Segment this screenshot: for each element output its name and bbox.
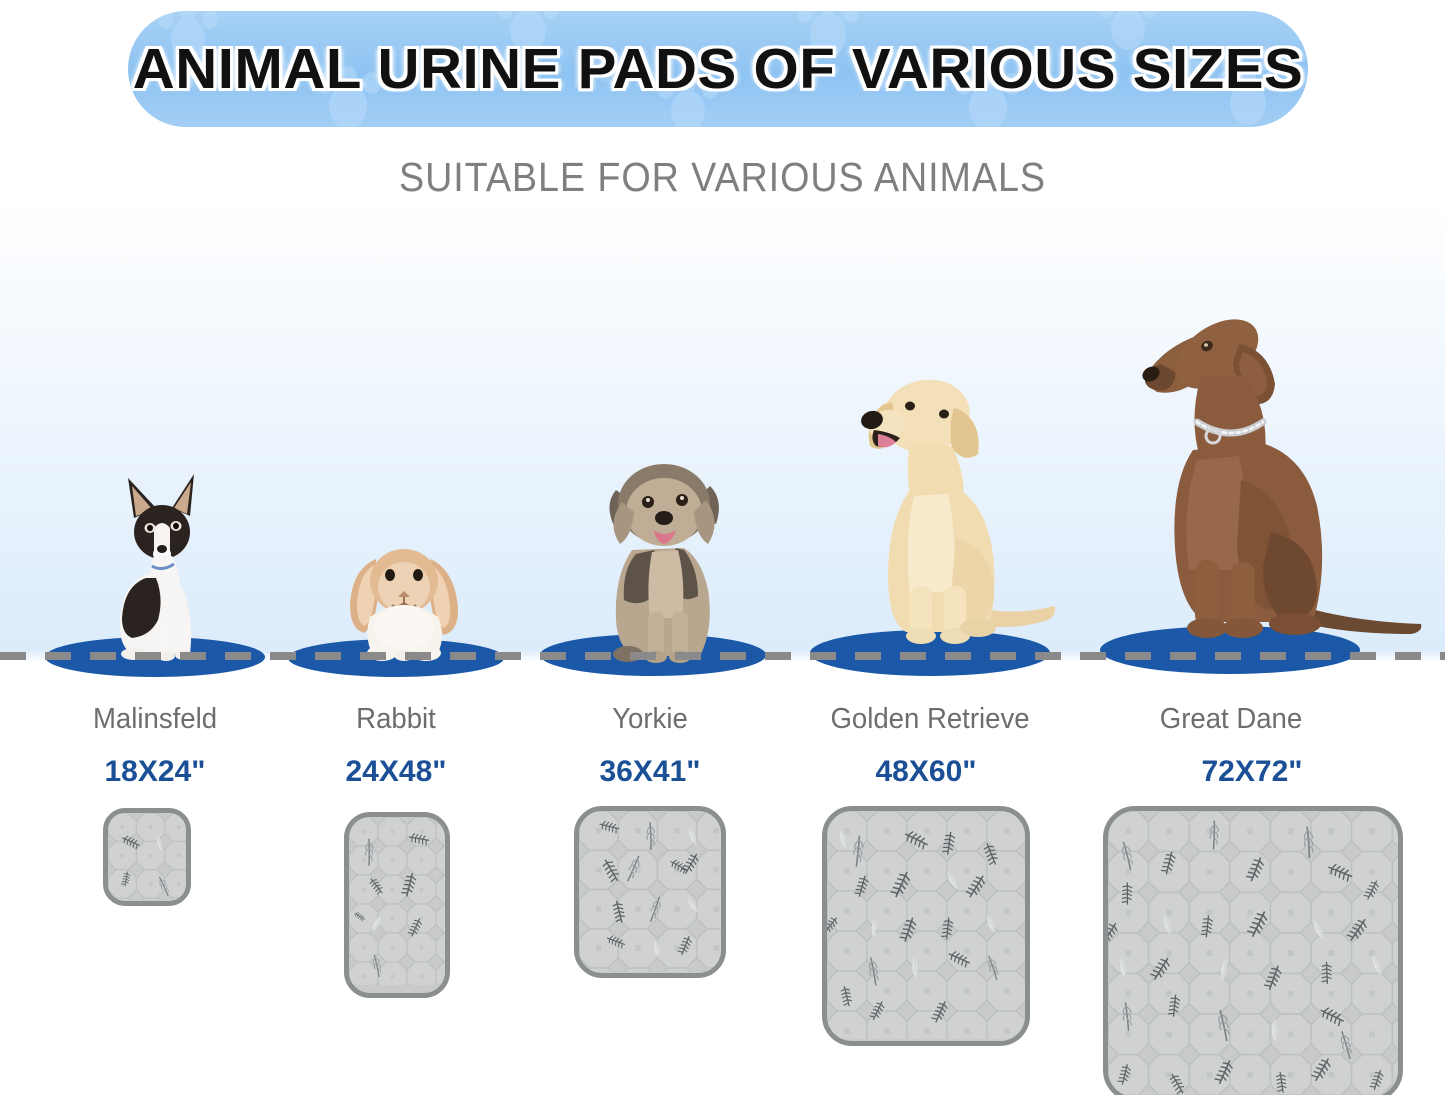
animal-chihuahua-black-white-sitting (119, 474, 194, 661)
pad-18x24 (103, 808, 191, 906)
banner-title-text: ANIMAL URINE PADS OF VARIOUS SIZES (132, 37, 1304, 101)
size-rabbit: 24X48" (345, 755, 447, 788)
subtitle-text: SUITABLE FOR VARIOUS ANIMALS (399, 154, 1046, 200)
animal-scene (45, 319, 1422, 677)
pad-48x60 (822, 806, 1030, 1046)
animal-yorkie-terrier-sitting (609, 464, 719, 663)
label-golden-retrieve: Golden Retrieve (830, 703, 1030, 735)
size-yorkie: 36X41" (599, 755, 701, 788)
pad-36x41 (574, 806, 726, 978)
size-great-dane: 72X72" (1201, 755, 1303, 788)
pad-24x48 (344, 812, 450, 998)
paw-print-pattern (158, 11, 1279, 127)
label-malinsfeld: Malinsfeld (92, 703, 218, 735)
pad-72x72 (1103, 806, 1403, 1095)
animal-lop-eared-rabbit-sitting (350, 549, 459, 661)
label-row: Malinsfeld Rabbit Yorkie Golden Retrieve… (0, 695, 1445, 795)
size-golden-retrieve: 48X60" (875, 755, 977, 788)
animal-great-dane-brown-sitting (1142, 319, 1422, 638)
title-banner: ANIMAL URINE PADS OF VARIOUS SIZES (128, 11, 1308, 127)
label-great-dane: Great Dane (1159, 703, 1303, 735)
label-rabbit: Rabbit (356, 703, 436, 735)
size-malinsfeld: 18X24" (104, 755, 206, 788)
animal-golden-retriever-sitting (861, 379, 1056, 644)
dashed-ground-line (0, 652, 1445, 660)
label-yorkie: Yorkie (612, 703, 688, 735)
